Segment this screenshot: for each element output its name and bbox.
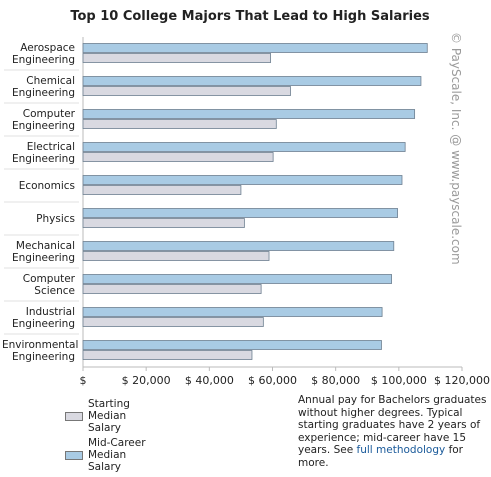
y-tick-label: Chemical Engineering xyxy=(12,74,75,99)
legend-swatch xyxy=(65,412,83,421)
bar xyxy=(82,86,291,96)
bar xyxy=(82,175,403,185)
x-tick-label: $ 40,000 xyxy=(185,374,234,387)
bar xyxy=(82,218,245,228)
bar xyxy=(82,152,274,162)
chart-title: Top 10 College Majors That Lead to High … xyxy=(70,9,430,24)
bar xyxy=(82,350,253,360)
watermark: © PayScale, Inc. @ www.payscale.com xyxy=(449,32,463,265)
y-tick-label: Electrical Engineering xyxy=(12,140,75,165)
y-tick-label: Mechanical Engineering xyxy=(12,239,75,264)
y-tick-label: Economics xyxy=(18,179,75,192)
bar xyxy=(82,142,406,152)
bar xyxy=(82,317,264,327)
bar xyxy=(82,208,398,218)
note-end: for more. xyxy=(298,444,463,469)
x-tick-label: $ 120,000 xyxy=(434,374,490,387)
x-tick-label: $ xyxy=(80,374,87,387)
x-tick-label: $ 80,000 xyxy=(311,374,360,387)
legend-label: Mid-Career Median Salary xyxy=(88,437,146,473)
bar xyxy=(82,185,242,195)
bar xyxy=(82,251,270,261)
y-tick-label: Physics xyxy=(36,212,75,225)
note: Annual pay for Bachelors graduates witho… xyxy=(298,394,488,469)
bar xyxy=(82,109,416,119)
bar xyxy=(82,53,272,63)
bar xyxy=(82,76,422,86)
methodology-link[interactable]: full methodology xyxy=(356,444,446,456)
y-tick-label: Industrial Engineering xyxy=(12,305,75,330)
bar xyxy=(82,340,382,350)
bar xyxy=(82,241,395,251)
note-text: Annual pay for Bachelors graduates witho… xyxy=(298,394,487,456)
bar xyxy=(82,307,383,317)
bar xyxy=(82,284,262,294)
y-tick-label: Computer Engineering xyxy=(12,107,75,132)
bar xyxy=(82,43,428,53)
y-tick-label: Environmental Engineering xyxy=(2,338,79,363)
x-tick-label: $ 60,000 xyxy=(248,374,297,387)
bar xyxy=(82,274,392,284)
legend-swatch xyxy=(65,451,83,460)
y-tick-label: Computer Science xyxy=(22,272,75,297)
x-tick-label: $ 20,000 xyxy=(122,374,171,387)
legend-label: Starting Median Salary xyxy=(88,398,130,434)
bar xyxy=(82,119,277,129)
x-tick-label: $ 100,000 xyxy=(371,374,427,387)
y-tick-label: Aerospace Engineering xyxy=(12,41,75,66)
